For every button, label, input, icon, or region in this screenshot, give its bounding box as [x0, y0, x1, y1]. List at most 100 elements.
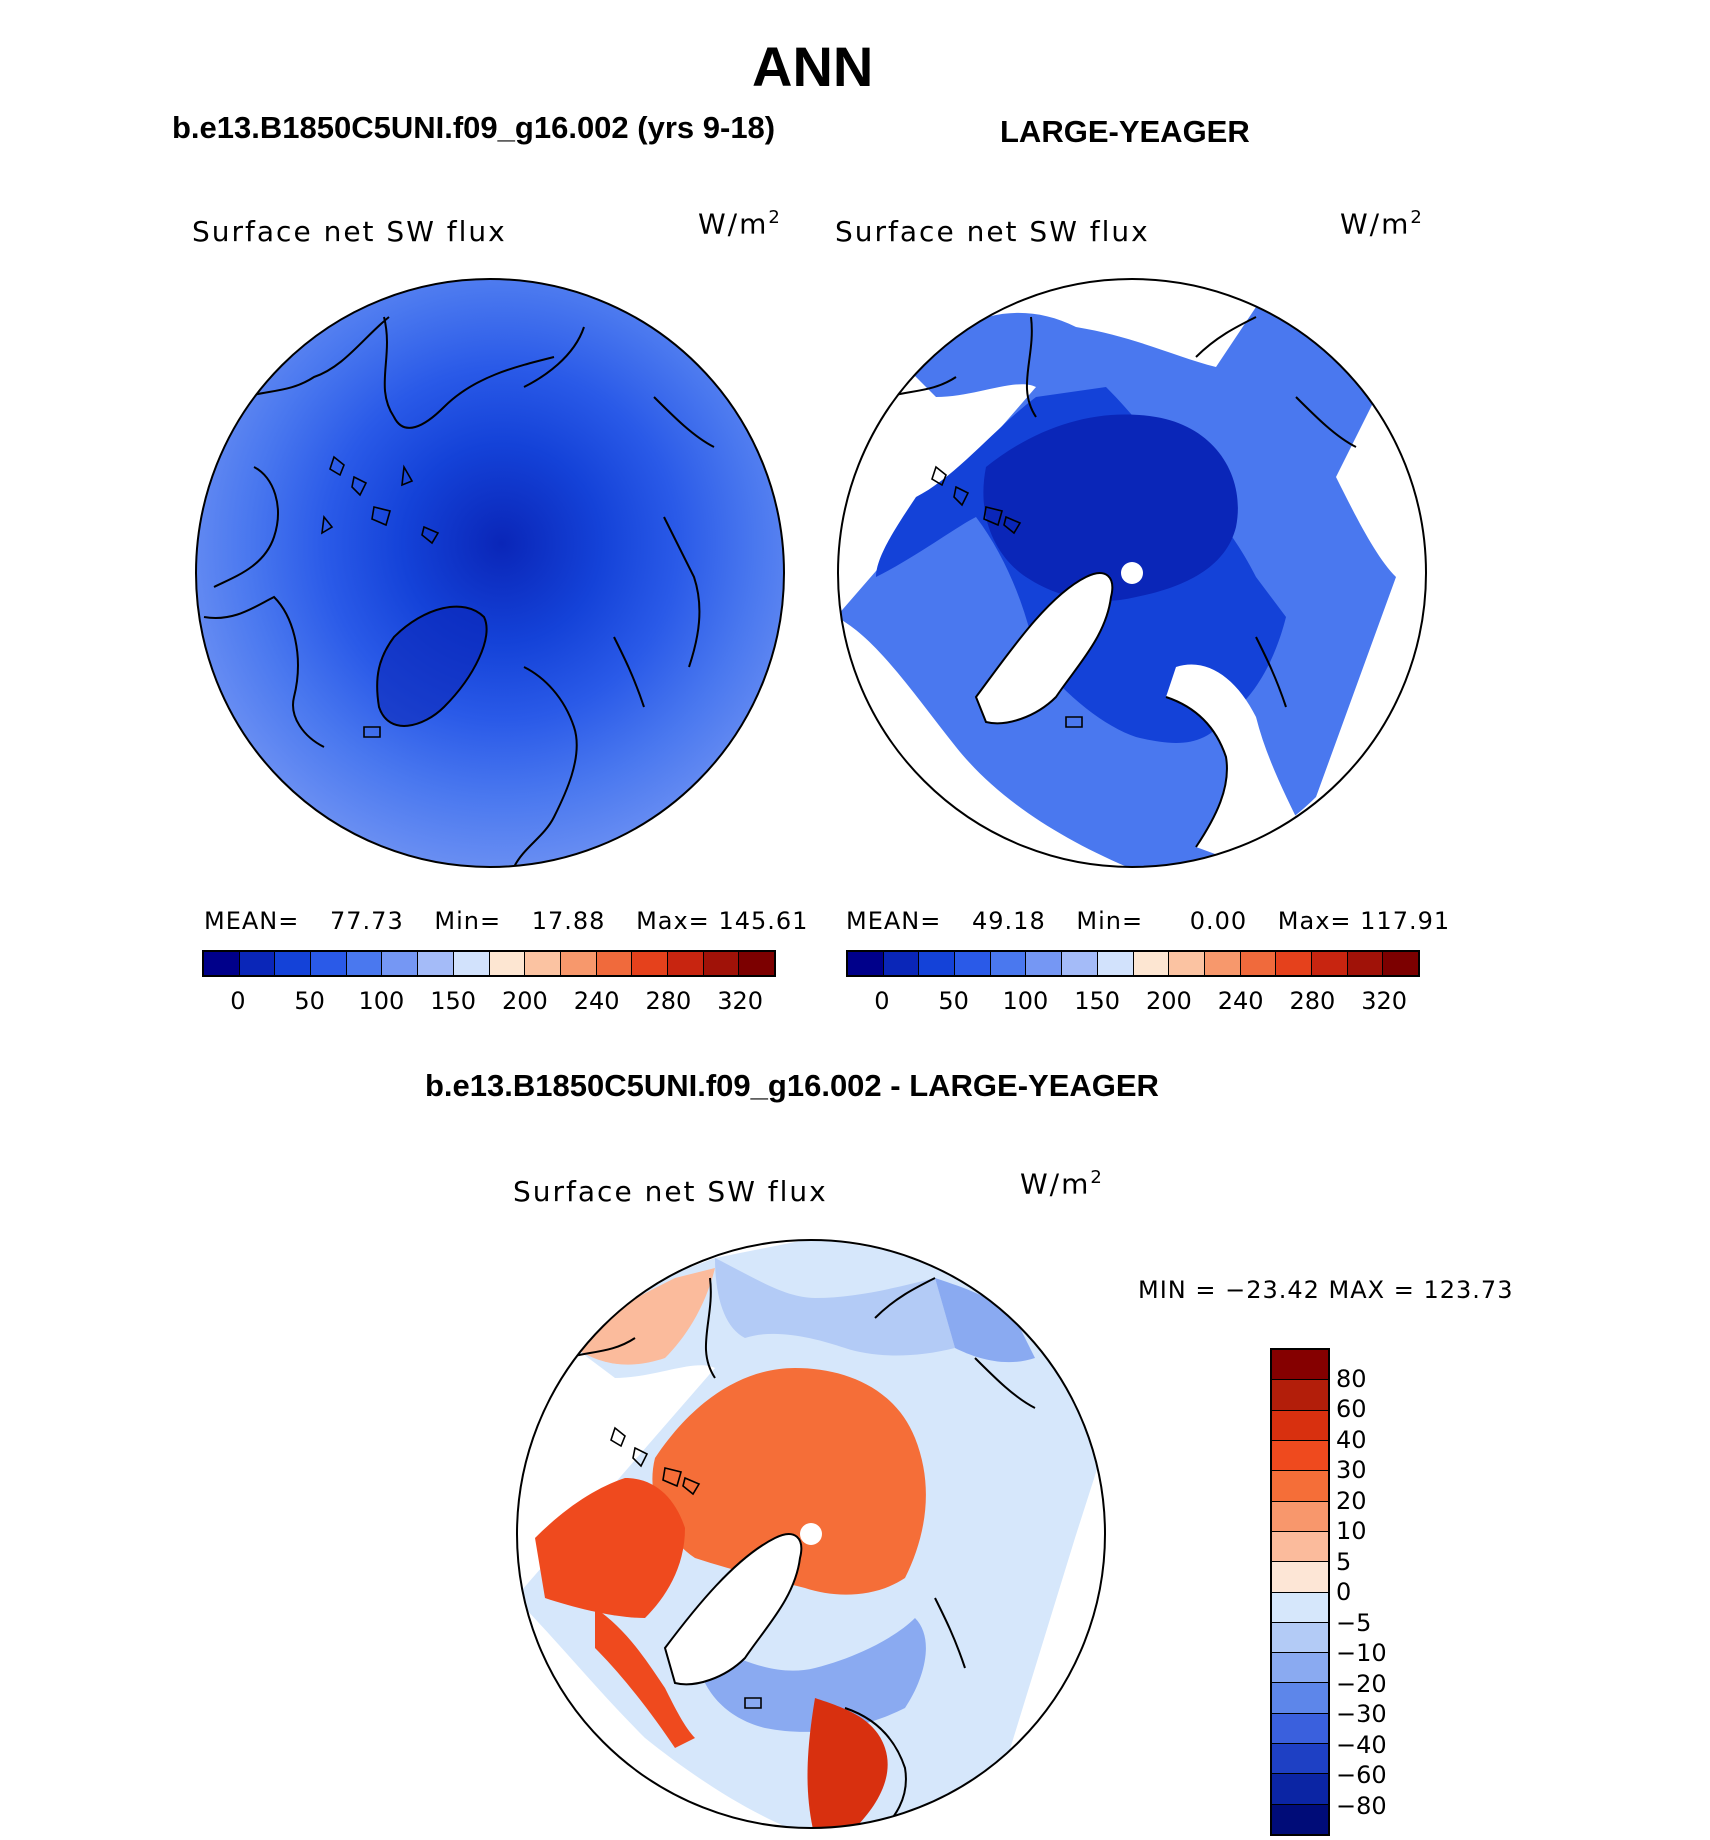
colorbar-swatch	[990, 952, 1027, 975]
colorbar-swatch	[1026, 952, 1063, 975]
colorbar-tick-label: 240	[573, 987, 620, 1015]
colorbar-tick-label: 320	[717, 987, 764, 1015]
panel3-title: b.e13.B1850C5UNI.f09_g16.002 - LARGE-YEA…	[425, 1068, 1159, 1103]
panel3-greenland	[665, 1534, 802, 1685]
colorbar-tick-label: 5	[1336, 1547, 1352, 1576]
colorbar-swatch	[418, 952, 454, 975]
colorbar-tick-label: 240	[1217, 987, 1264, 1015]
colorbar-tick-label: −60	[1336, 1761, 1387, 1789]
panel1-units-exp: 2	[768, 207, 782, 228]
panel2-pole-hole	[1121, 562, 1143, 584]
colorbar-tick-label: 20	[1336, 1486, 1367, 1515]
colorbar-swatch	[1272, 1592, 1328, 1623]
colorbar-swatch	[1097, 952, 1134, 975]
panel1-title: b.e13.B1850C5UNI.f09_g16.002 (yrs 9-18)	[172, 110, 776, 145]
colorbar-swatch	[703, 952, 740, 975]
panel1-mean-label: MEAN=	[204, 907, 300, 935]
colorbar-swatch	[1383, 952, 1418, 975]
colorbar-swatch	[919, 952, 956, 975]
colorbar-swatch	[204, 952, 240, 975]
panel1-coastline	[203, 316, 715, 867]
panel3-top-blue	[715, 1258, 955, 1356]
colorbar-swatch	[1347, 952, 1384, 975]
panel3-map-boundary	[516, 1239, 1106, 1829]
panel2-ocean-central	[983, 414, 1238, 601]
panel2-islands	[931, 465, 1083, 728]
panel2-mean-value: 49.18	[972, 907, 1046, 935]
panel2-variable-label: Surface net SW flux	[835, 215, 1150, 248]
colorbar-tick-label: 30	[1336, 1456, 1367, 1484]
panel3-central-orange	[652, 1368, 926, 1595]
colorbar-swatch	[1240, 952, 1277, 975]
colorbar-swatch	[1272, 1471, 1328, 1502]
colorbar-swatch	[1272, 1804, 1328, 1834]
panel3-polar-map	[516, 1239, 1106, 1829]
colorbar-swatch	[883, 952, 920, 975]
colorbar-swatch	[848, 952, 884, 975]
panel3-coast-red-band	[595, 1608, 695, 1748]
colorbar-tick-label: 0	[230, 987, 246, 1015]
panel1-stats: MEAN= 77.73 Min= 17.88 Max= 145.61	[204, 907, 808, 935]
colorbar-tick-label: 150	[1074, 987, 1121, 1015]
panel1-mean-value: 77.73	[330, 907, 404, 935]
colorbar-swatch	[1272, 1562, 1328, 1593]
panel3-units-text: W/m	[1020, 1167, 1091, 1201]
colorbar-swatch	[275, 952, 312, 975]
colorbar-tick-label: −20	[1336, 1669, 1387, 1698]
colorbar-swatch	[311, 952, 347, 975]
panel3-colorbar-ticks: 80 60 40 30 20 10 5 0 −5 −10 −20 −30 −40 −60 −80	[1336, 1348, 1456, 1836]
colorbar-tick-label: 80	[1336, 1364, 1367, 1393]
panel2-min-label: Min=	[1076, 907, 1144, 935]
panel1-islands	[321, 455, 440, 738]
panel2-map-boundary	[837, 278, 1427, 868]
colorbar-tick-label: 320	[1361, 987, 1408, 1015]
panel1-min-label: Min=	[434, 907, 502, 935]
colorbar-swatch	[1272, 1713, 1328, 1745]
colorbar-swatch	[346, 952, 383, 975]
colorbar-swatch	[667, 952, 704, 975]
colorbar-tick-label: 100	[358, 987, 405, 1015]
colorbar-tick-label: −80	[1336, 1791, 1387, 1820]
colorbar-swatch	[1311, 952, 1348, 975]
panel3-pole-hole	[800, 1523, 822, 1545]
panel2-europe	[1166, 664, 1306, 867]
panel2-max-value: 117.91	[1360, 907, 1451, 935]
colorbar-tick-label: 200	[501, 987, 548, 1015]
colorbar-swatch	[596, 952, 633, 975]
panel2-colorbar-ticks: 0 50 100 150 200 240 280 320	[846, 987, 1420, 1017]
colorbar-tick-label: −40	[1336, 1730, 1387, 1759]
panel1-min-value: 17.88	[531, 907, 606, 935]
colorbar-tick-label: 0	[1336, 1578, 1352, 1606]
colorbar-tick-label: 150	[430, 987, 477, 1015]
colorbar-tick-label: −5	[1336, 1608, 1372, 1637]
colorbar-tick-label: 0	[874, 987, 890, 1015]
colorbar-swatch	[1272, 1380, 1328, 1411]
panel3-coastline	[544, 1277, 1036, 1828]
panel3-left-red	[535, 1478, 685, 1618]
panel3-units-label: W/m2	[1020, 1167, 1104, 1200]
colorbar-swatch	[1169, 952, 1205, 975]
panel2-greenland	[976, 573, 1113, 724]
colorbar-tick-label: 50	[294, 987, 325, 1015]
panel1-max-label: Max=	[636, 907, 710, 935]
colorbar-tick-label: 280	[1289, 987, 1336, 1015]
colorbar-tick-label: 50	[938, 987, 969, 1015]
panel1-colorbar	[202, 950, 776, 977]
panel1-units-label: W/m2	[698, 207, 782, 240]
colorbar-swatch	[1272, 1744, 1328, 1775]
colorbar-tick-label: 60	[1336, 1395, 1367, 1423]
panel1-max-value: 145.61	[718, 907, 809, 935]
panel2-units-label: W/m2	[1340, 207, 1424, 240]
colorbar-swatch	[1062, 952, 1098, 975]
colorbar-swatch	[1272, 1440, 1328, 1472]
panel3-top-left-salmon	[575, 1268, 715, 1365]
colorbar-swatch	[955, 952, 991, 975]
panel2-units-text: W/m	[1340, 207, 1411, 241]
colorbar-swatch	[1272, 1683, 1328, 1714]
panel3-units-exp: 2	[1090, 1167, 1104, 1188]
colorbar-swatch	[1272, 1501, 1328, 1532]
panel3-europe-red	[807, 1698, 888, 1828]
panel1-polar-map	[195, 278, 785, 868]
panel2-units-exp: 2	[1410, 207, 1424, 228]
panel2-colorbar	[846, 950, 1420, 977]
